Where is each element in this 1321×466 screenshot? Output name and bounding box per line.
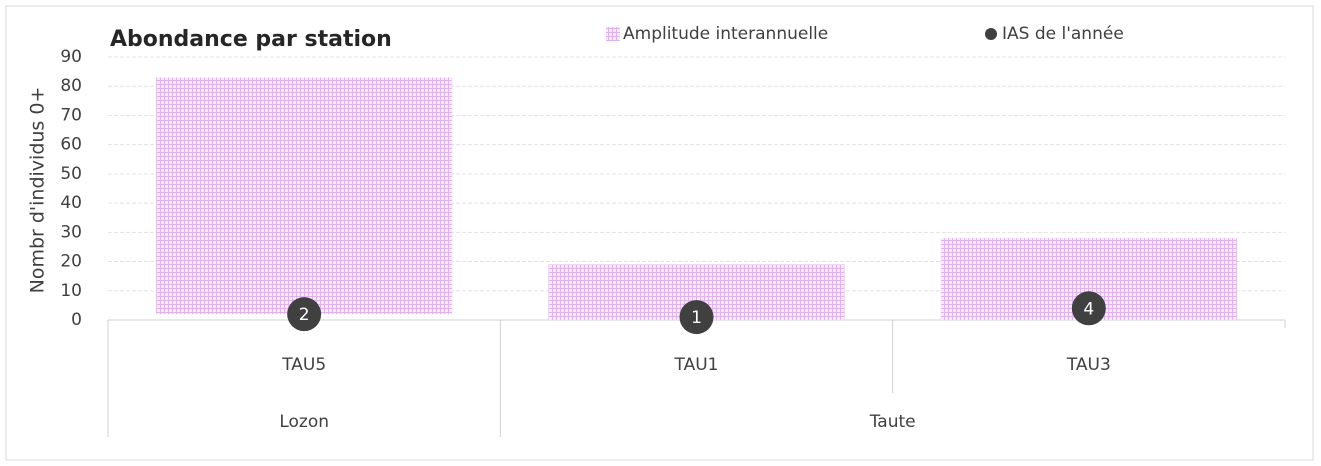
legend-label: Amplitude interannuelle [623,24,828,44]
dot [287,297,322,332]
y-tick-label: 50 [60,164,82,184]
y-tick-label: 20 [60,252,82,272]
dot-label: 1 [691,308,702,328]
dot-label: 2 [299,305,310,325]
y-tick-label: 40 [60,193,82,213]
legend-label: IAS de l'année [1002,24,1124,44]
y-tick-label: 60 [60,135,82,155]
y-axis-label: Nombr d'individus 0+ [27,87,49,294]
y-tick-label: 30 [60,222,82,242]
y-tick-label: 80 [60,76,82,96]
dot-label: 4 [1083,299,1094,319]
legend-swatch [985,28,997,40]
y-tick-label: 0 [71,310,82,330]
group-label: Lozon [279,412,329,432]
dot [1071,291,1106,326]
x-tick-label: TAU5 [281,355,326,375]
chart-title: Abondance par station [110,27,392,52]
bar [156,77,453,315]
y-tick-label: 90 [60,47,82,67]
legend-swatch [606,27,620,41]
y-tick-label: 10 [60,281,82,301]
dot [679,300,714,335]
x-tick-label: TAU3 [1066,355,1111,375]
x-tick-label: TAU1 [674,355,719,375]
group-label: Taute [869,412,916,432]
y-tick-label: 70 [60,105,82,125]
